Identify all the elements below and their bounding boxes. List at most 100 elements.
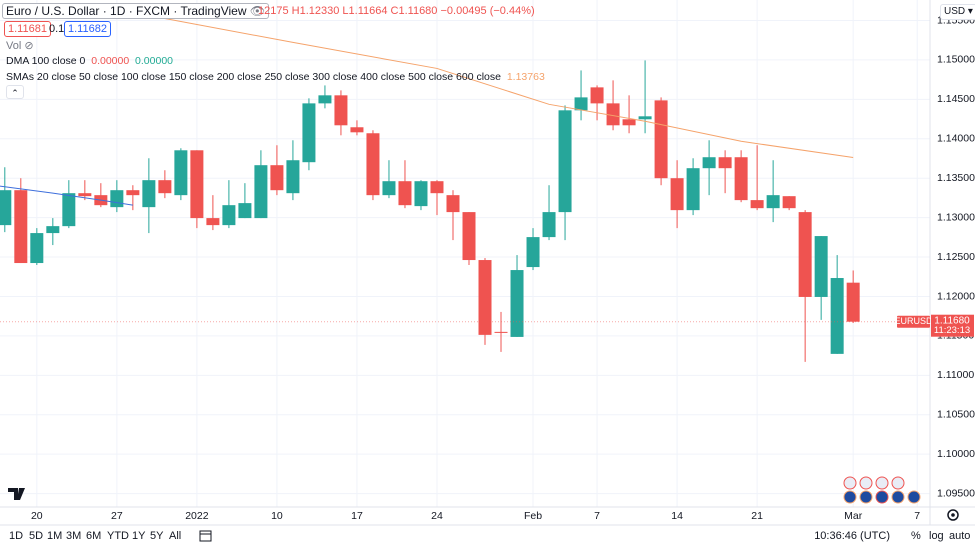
candle-body — [46, 226, 60, 234]
candle-body — [718, 157, 732, 169]
y-tick-label: 1.12000 — [937, 290, 975, 302]
y-tick-label: 1.10500 — [937, 409, 975, 421]
tv-logo — [8, 488, 25, 500]
x-tick-label: 20 — [31, 510, 43, 522]
sma-text: SMAs 20 close 50 close 100 close 150 clo… — [6, 71, 501, 83]
buy-button[interactable]: 1.11682 — [64, 21, 111, 37]
candle-body — [766, 195, 780, 209]
x-tick-label: 27 — [111, 510, 123, 522]
candle-body — [494, 331, 508, 333]
y-tick-label: 1.13500 — [937, 172, 975, 184]
clock: 10:36:46 (UTC) — [814, 530, 890, 542]
symbol-tag-text: EURUSD — [894, 316, 933, 326]
dma-value: 0.00000 — [135, 55, 174, 67]
candle-body — [158, 180, 172, 194]
y-tick-label: 1.10000 — [937, 448, 975, 460]
y-tick-label: 1.13000 — [937, 211, 975, 223]
candle-body — [142, 180, 156, 208]
auto-button[interactable]: auto — [949, 530, 971, 542]
candle-body — [638, 116, 652, 120]
range-button[interactable]: YTD — [107, 530, 129, 542]
collapse-button[interactable]: ⌃ — [6, 85, 24, 99]
candle-body — [782, 196, 796, 209]
candle-body — [478, 260, 492, 335]
range-button[interactable]: 1M — [47, 530, 63, 542]
vol-text: Vol — [6, 40, 22, 52]
candle-body — [590, 87, 604, 104]
candle-body — [606, 103, 620, 126]
candle-body — [30, 233, 44, 264]
candle-body — [734, 157, 748, 201]
candle-body — [366, 133, 380, 196]
candle-body — [462, 212, 476, 261]
candle-body — [126, 190, 140, 196]
sma-line — [148, 15, 854, 158]
sma-line — [0, 185, 133, 206]
x-tick-label: 14 — [671, 510, 683, 522]
dma-text: DMA 100 close 0 — [6, 55, 86, 67]
range-button[interactable]: 1Y — [132, 530, 146, 542]
candle-body — [558, 110, 572, 213]
x-tick-label: 21 — [751, 510, 763, 522]
candle-body — [542, 212, 556, 238]
candle-body — [382, 181, 396, 196]
candle-body — [830, 278, 844, 354]
percent-button[interactable]: % — [911, 530, 921, 542]
candle-body — [430, 181, 444, 194]
y-tick-label: 1.12500 — [937, 251, 975, 263]
price-tag-text: 1.11680 — [934, 315, 970, 326]
x-tick-label: 7 — [914, 510, 920, 522]
candle-body — [254, 165, 268, 219]
range-button[interactable]: 5Y — [150, 530, 164, 542]
sell-button[interactable]: 1.11681 — [4, 21, 51, 37]
range-button[interactable]: All — [169, 530, 182, 542]
candle-body — [814, 236, 828, 297]
spread: 0.1 — [49, 23, 65, 35]
event-icons — [843, 476, 921, 504]
sma-value: 1.13763 — [506, 71, 545, 83]
candle-body — [510, 270, 524, 337]
price-tag — [931, 314, 974, 337]
candle-body — [798, 212, 812, 297]
x-tick-label: 17 — [351, 510, 363, 522]
candle-body — [654, 100, 668, 179]
candle-body — [398, 181, 412, 206]
currency-select[interactable]: USD ▾ — [940, 4, 975, 20]
x-tick-label: Feb — [524, 510, 542, 522]
x-tick-label: Mar — [844, 510, 863, 522]
log-button[interactable]: log — [929, 530, 944, 542]
candle-body — [670, 178, 684, 211]
candle-body — [110, 190, 124, 208]
range-button[interactable]: 5D — [29, 530, 44, 542]
candle-body — [574, 97, 588, 111]
symbol-title[interactable]: Euro / U.S. Dollar · 1D · FXCM · Trading… — [2, 3, 270, 19]
candle-body — [446, 195, 460, 213]
sma-legend: SMAs 20 close 50 close 100 close 150 clo… — [6, 70, 545, 84]
currency-text: USD — [944, 6, 966, 17]
candle-body — [190, 150, 204, 219]
symbol-tag — [897, 315, 930, 328]
countdown-text: 11:23:13 — [934, 325, 970, 336]
y-tick-label: 1.11000 — [937, 369, 974, 381]
range-button[interactable]: 6M — [86, 530, 102, 542]
settings-icon[interactable] — [947, 509, 959, 521]
range-button[interactable]: 3M — [66, 530, 82, 542]
calendar-icon[interactable] — [199, 530, 212, 542]
y-tick-label: 1.15000 — [937, 54, 975, 66]
ohlc: 12175 H1.12330 L1.11664 C1.11680 −0.0049… — [258, 5, 535, 17]
candle-body — [206, 218, 220, 226]
range-button[interactable]: 1D — [9, 530, 24, 542]
candle-body — [14, 190, 28, 264]
x-tick-label: 7 — [594, 510, 600, 522]
candle-body — [302, 103, 316, 163]
y-tick-label: 1.14000 — [937, 133, 975, 145]
x-tick-label: 24 — [431, 510, 443, 522]
x-tick-label: 2022 — [185, 510, 209, 522]
y-tick-label: 1.09500 — [937, 487, 975, 499]
dma-legend: DMA 100 close 0 0.00000 0.00000 — [6, 54, 173, 68]
candle-body — [414, 181, 428, 207]
symbol-text: Euro / U.S. Dollar · 1D · FXCM · Trading… — [6, 4, 247, 18]
candle-body — [238, 203, 252, 219]
